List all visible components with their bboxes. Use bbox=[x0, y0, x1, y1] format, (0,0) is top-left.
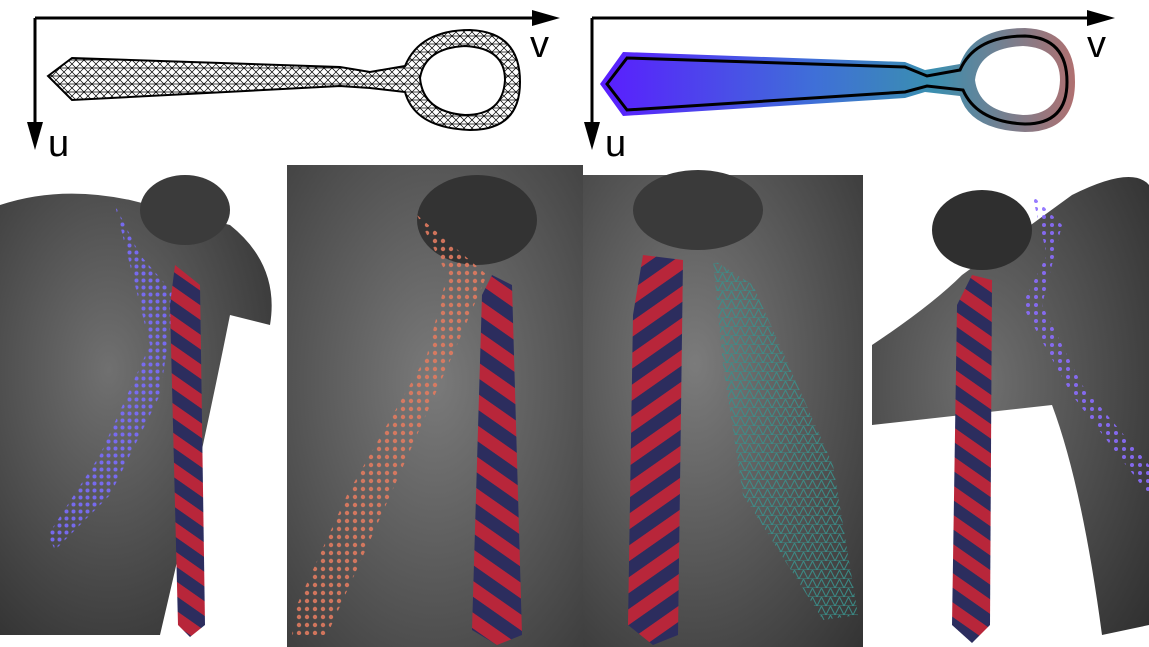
neck bbox=[633, 170, 763, 250]
uv-wireframe-diagram bbox=[27, 10, 560, 150]
striped-tie bbox=[952, 275, 992, 643]
render-panel-4 bbox=[872, 165, 1149, 647]
render-4-figure bbox=[872, 177, 1149, 643]
uv-panel-wireframe: v u bbox=[0, 0, 575, 165]
u-axis-label: u bbox=[605, 123, 627, 165]
render-panel-2 bbox=[287, 165, 583, 647]
tie-uv-gradient bbox=[600, 28, 1075, 132]
tie-uv-wireframe bbox=[46, 28, 522, 132]
neck bbox=[140, 175, 230, 245]
torso bbox=[872, 177, 1149, 635]
v-axis-arrowhead bbox=[1087, 10, 1115, 26]
uv-gradient-diagram bbox=[584, 10, 1115, 150]
render-2-figure bbox=[287, 165, 583, 647]
dotted-tie-proxy bbox=[48, 205, 175, 550]
u-axis-label: u bbox=[48, 123, 70, 165]
neck bbox=[417, 175, 537, 265]
uv-panel-gradient: v u bbox=[575, 0, 1149, 165]
render-panel-3 bbox=[583, 165, 863, 647]
striped-tie bbox=[170, 265, 205, 637]
tie-uv-gradient-outline bbox=[605, 34, 1069, 126]
render-1-figure bbox=[0, 175, 272, 637]
u-axis-arrowhead bbox=[584, 122, 600, 150]
v-axis-label: v bbox=[530, 24, 549, 66]
dotted-tie-proxy bbox=[1022, 195, 1149, 495]
v-axis-label: v bbox=[1087, 24, 1106, 66]
render-3-figure bbox=[583, 170, 863, 647]
u-axis-arrowhead bbox=[27, 122, 43, 150]
striped-tie bbox=[628, 255, 683, 645]
neck bbox=[932, 190, 1032, 270]
dotted-tie-proxy bbox=[713, 260, 858, 620]
v-axis-arrowhead bbox=[532, 10, 560, 26]
striped-tie bbox=[472, 275, 522, 645]
render-panel-1 bbox=[0, 165, 287, 647]
dotted-tie-proxy bbox=[292, 215, 487, 635]
